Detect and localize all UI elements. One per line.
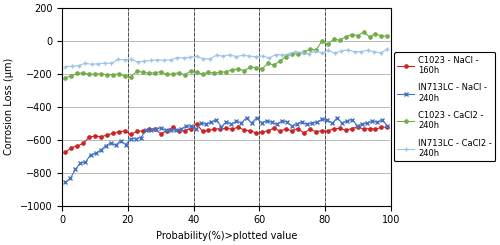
C1023 - NaCl -
160h xyxy=(378,126,384,129)
IN713LC - CaCl2 -
240h xyxy=(286,52,292,55)
IN713LC - CaCl2 -
240h xyxy=(318,51,324,54)
IN713LC - CaCl2 -
240h xyxy=(187,56,193,59)
IN713LC - CaCl2 -
240h xyxy=(260,54,266,57)
C1023 - CaCl2 -
240h xyxy=(378,35,384,37)
C1023 - NaCl -
160h xyxy=(384,125,390,128)
IN713LC - CaCl2 -
240h xyxy=(352,50,358,53)
C1023 - NaCl -
160h xyxy=(140,129,146,132)
IN713LC - CaCl2 -
240h xyxy=(233,55,239,58)
C1023 - CaCl2 -
240h xyxy=(384,35,390,38)
IN713LC - CaCl2 -
240h xyxy=(292,50,298,53)
C1023 - CaCl2 -
240h xyxy=(360,31,366,34)
IN713LC - CaCl2 -
240h xyxy=(372,50,378,53)
IN713LC - CaCl2 -
240h xyxy=(200,57,206,60)
IN713LC - CaCl2 -
240h xyxy=(134,61,140,63)
IN713LC - CaCl2 -
240h xyxy=(246,55,252,58)
C1023 - CaCl2 -
240h xyxy=(122,74,128,77)
IN713LC - CaCl2 -
240h xyxy=(266,57,272,60)
IN713LC - CaCl2 -
240h xyxy=(69,65,75,68)
IN713LC - CaCl2 -
240h xyxy=(115,58,121,61)
IN713LC - CaCl2 -
240h xyxy=(214,54,220,57)
X-axis label: Probability(%)>plotted value: Probability(%)>plotted value xyxy=(156,231,297,241)
IN713LC - CaCl2 -
240h xyxy=(88,63,94,66)
C1023 - NaCl -
160h xyxy=(62,151,68,154)
IN713LC - CaCl2 -
240h xyxy=(122,58,128,61)
IN713LC - NaCl -
240h xyxy=(62,181,68,184)
IN713LC - NaCl -
240h xyxy=(244,116,250,119)
IN713LC - CaCl2 -
240h xyxy=(141,60,147,62)
IN713LC - CaCl2 -
240h xyxy=(161,59,167,62)
IN713LC - CaCl2 -
240h xyxy=(280,54,285,57)
IN713LC - CaCl2 -
240h xyxy=(364,49,370,52)
C1023 - NaCl -
160h xyxy=(98,135,104,138)
IN713LC - CaCl2 -
240h xyxy=(378,51,384,54)
IN713LC - CaCl2 -
240h xyxy=(332,52,338,55)
C1023 - CaCl2 -
240h xyxy=(140,71,146,74)
IN713LC - CaCl2 -
240h xyxy=(272,53,278,56)
IN713LC - CaCl2 -
240h xyxy=(326,49,332,52)
Line: C1023 - NaCl -
160h: C1023 - NaCl - 160h xyxy=(64,122,389,154)
IN713LC - CaCl2 -
240h xyxy=(82,62,88,65)
IN713LC - CaCl2 -
240h xyxy=(168,58,173,61)
IN713LC - NaCl -
240h xyxy=(374,121,380,124)
C1023 - CaCl2 -
240h xyxy=(182,73,188,76)
IN713LC - CaCl2 -
240h xyxy=(240,54,246,57)
IN713LC - CaCl2 -
240h xyxy=(128,58,134,61)
IN713LC - CaCl2 -
240h xyxy=(148,59,154,62)
IN713LC - NaCl -
240h xyxy=(158,126,164,129)
IN713LC - CaCl2 -
240h xyxy=(253,55,259,58)
IN713LC - NaCl -
240h xyxy=(138,136,144,139)
Line: C1023 - CaCl2 -
240h: C1023 - CaCl2 - 240h xyxy=(64,31,389,79)
IN713LC - CaCl2 -
240h xyxy=(207,58,213,61)
IN713LC - NaCl -
240h xyxy=(228,122,234,125)
IN713LC - CaCl2 -
240h xyxy=(62,65,68,68)
C1023 - NaCl -
160h xyxy=(122,130,128,133)
C1023 - NaCl -
160h xyxy=(354,125,360,128)
Legend: C1023 - NaCl -
160h, IN713LC - NaCl -
240h, C1023 - CaCl2 -
240h, IN713LC - CaCl: C1023 - NaCl - 160h, IN713LC - NaCl - 24… xyxy=(394,52,495,161)
IN713LC - CaCl2 -
240h xyxy=(384,48,390,51)
IN713LC - CaCl2 -
240h xyxy=(180,57,186,60)
C1023 - NaCl -
160h xyxy=(182,129,188,132)
IN713LC - CaCl2 -
240h xyxy=(345,49,351,51)
IN713LC - CaCl2 -
240h xyxy=(299,51,305,54)
IN713LC - CaCl2 -
240h xyxy=(102,61,108,64)
IN713LC - CaCl2 -
240h xyxy=(174,56,180,59)
C1023 - CaCl2 -
240h xyxy=(348,33,354,36)
IN713LC - NaCl -
240h xyxy=(198,122,204,125)
IN713LC - CaCl2 -
240h xyxy=(154,59,160,61)
Y-axis label: Corrosion Loss (μm): Corrosion Loss (μm) xyxy=(4,58,14,156)
IN713LC - NaCl -
240h xyxy=(344,119,350,122)
IN713LC - CaCl2 -
240h xyxy=(338,49,344,52)
IN713LC - CaCl2 -
240h xyxy=(194,55,200,58)
IN713LC - CaCl2 -
240h xyxy=(95,62,101,65)
Line: IN713LC - NaCl -
240h: IN713LC - NaCl - 240h xyxy=(63,115,390,185)
IN713LC - CaCl2 -
240h xyxy=(312,50,318,53)
C1023 - NaCl -
160h xyxy=(194,123,200,126)
IN713LC - CaCl2 -
240h xyxy=(306,52,312,55)
Line: IN713LC - CaCl2 -
240h: IN713LC - CaCl2 - 240h xyxy=(63,47,390,69)
IN713LC - CaCl2 -
240h xyxy=(226,53,232,56)
IN713LC - CaCl2 -
240h xyxy=(76,64,82,67)
IN713LC - CaCl2 -
240h xyxy=(220,55,226,58)
IN713LC - CaCl2 -
240h xyxy=(108,62,114,65)
C1023 - CaCl2 -
240h xyxy=(98,72,104,75)
IN713LC - CaCl2 -
240h xyxy=(358,50,364,53)
C1023 - CaCl2 -
240h xyxy=(62,76,68,79)
IN713LC - NaCl -
240h xyxy=(384,124,390,127)
